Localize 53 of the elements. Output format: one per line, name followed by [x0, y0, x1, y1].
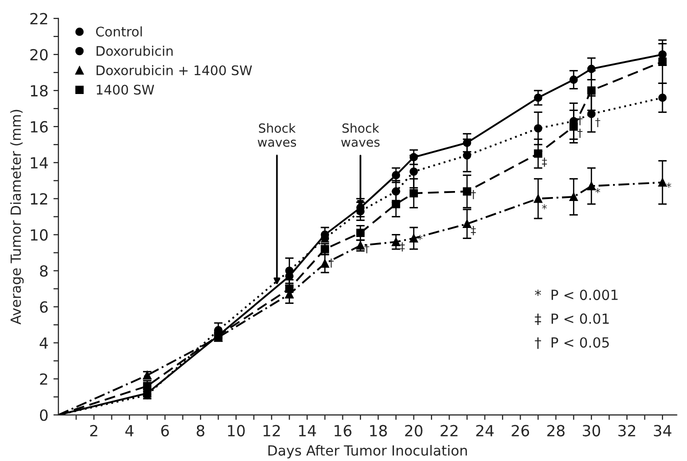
y-tick-label: 4	[40, 337, 48, 349]
annotation: †	[470, 190, 476, 200]
annotation: †	[595, 118, 600, 128]
annotation: *	[595, 188, 600, 194]
legend-label: Doxorubicin + 1400 SW	[96, 65, 252, 76]
x-tick-label: 12	[264, 424, 280, 436]
x-tick-label: 22	[440, 424, 458, 436]
x-tick-label: 32	[618, 424, 636, 436]
x-tick-label: 16	[334, 424, 352, 436]
x-tick-label: 8	[196, 424, 204, 436]
x-tick-label: 30	[582, 424, 600, 436]
annotation: *	[542, 204, 547, 210]
annotation: ‡	[400, 242, 405, 252]
annotation: *	[418, 234, 423, 240]
annotation: Shock waves	[258, 123, 296, 147]
annotation: *	[666, 182, 672, 188]
y-tick-label: 16	[30, 121, 48, 133]
annotation: * P < 0.001	[534, 290, 618, 300]
annotation: † P < 0.05	[534, 337, 609, 349]
x-tick-label: 4	[125, 425, 134, 436]
y-tick-label: 2	[40, 373, 48, 385]
legend-label: 1400 SW	[96, 84, 154, 95]
y-tick-label: 14	[30, 157, 48, 168]
annotation: ‡	[542, 158, 547, 167]
y-tick-label: 0	[40, 409, 48, 421]
y-axis-title: Average Tumor Diameter (mm)	[10, 110, 24, 325]
x-tick-label: 10	[228, 424, 245, 436]
y-tick-label: 18	[30, 84, 48, 97]
y-tick-label: 20	[30, 48, 48, 61]
x-tick-label: 6	[161, 424, 169, 436]
annotation: †	[328, 258, 334, 268]
y-tick-label: 22	[30, 12, 48, 24]
y-tick-label: 12	[30, 193, 48, 204]
x-tick-label: 18	[370, 424, 387, 436]
legend-label: Control	[96, 26, 142, 37]
x-tick-label: 34	[654, 424, 672, 436]
x-tick-label: 20	[405, 424, 422, 436]
annotation: Shock waves	[341, 123, 380, 147]
annotation: †	[578, 116, 582, 126]
x-tick-label: 14	[299, 425, 316, 436]
x-tick-label: 24	[476, 424, 494, 436]
legend-label: Doxorubicin	[96, 46, 173, 56]
y-tick-label: 10	[30, 229, 48, 241]
annotation: ‡ P < 0.01	[534, 313, 609, 326]
x-axis-title: Days After Tumor Inoculation	[268, 444, 467, 458]
annotation: †	[578, 128, 582, 138]
x-tick-label: 28	[547, 424, 565, 436]
y-tick-label: 8	[40, 265, 48, 277]
annotation: ‡	[470, 226, 476, 236]
y-tick-label: 6	[40, 301, 48, 313]
annotation: †	[364, 244, 370, 254]
x-tick-label: 2	[90, 424, 98, 436]
x-tick-label: 26	[512, 424, 530, 436]
